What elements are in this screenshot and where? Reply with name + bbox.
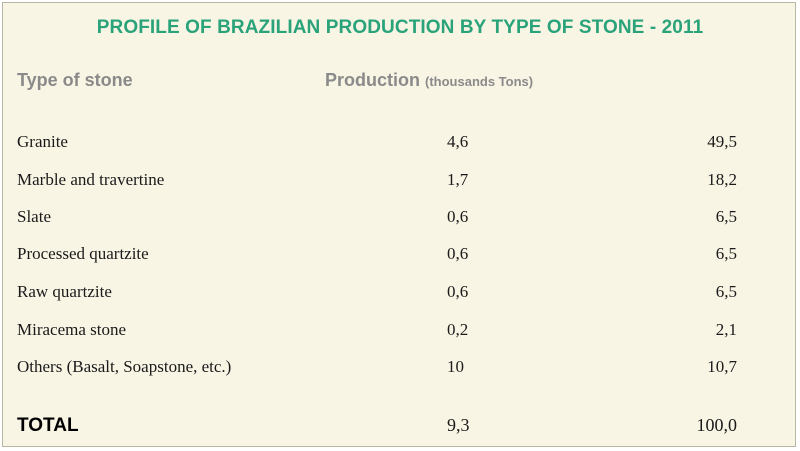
row-value-2: 6,5 xyxy=(715,244,737,263)
table-title: PROFILE OF BRAZILIAN PRODUCTION BY TYPE … xyxy=(96,17,704,38)
table-row-slate: Slate 0,6 6,5 xyxy=(3,207,797,233)
row-value-1: 0,6 xyxy=(447,207,469,226)
row-value-1: 0,6 xyxy=(447,282,469,301)
total-label: TOTAL xyxy=(17,415,79,436)
row-value-1: 10 xyxy=(447,357,464,376)
table-row-raw-quartzite: Raw quartzite 0,6 6,5 xyxy=(3,282,797,308)
header-production-label: Production xyxy=(325,70,420,90)
row-name: Raw quartzite xyxy=(17,282,112,301)
row-name: Marble and travertine xyxy=(17,170,165,189)
row-value-2: 6,5 xyxy=(715,282,737,301)
header-production-unit: (thousands Tons) xyxy=(425,74,534,89)
table-row-others: Others (Basalt, Soapstone, etc.) 10 10,7 xyxy=(3,357,797,383)
row-value-2: 18,2 xyxy=(707,170,737,189)
row-value-1: 1,7 xyxy=(447,170,469,189)
table-row-granite: Granite 4,6 49,5 xyxy=(3,132,797,158)
row-value-2: 10,7 xyxy=(707,357,737,376)
row-name: Slate xyxy=(17,207,51,226)
row-name: Others (Basalt, Soapstone, etc.) xyxy=(17,357,232,376)
row-name: Processed quartzite xyxy=(17,244,149,263)
total-value-1: 9,3 xyxy=(447,415,470,435)
total-value-2: 100,0 xyxy=(696,415,738,435)
row-name: Miracema stone xyxy=(17,320,127,339)
row-value-1: 0,2 xyxy=(447,320,469,339)
table-row-total: TOTAL 9,3 100,0 xyxy=(3,415,797,441)
row-name: Granite xyxy=(17,132,68,151)
table-row-miracema-stone: Miracema stone 0,2 2,1 xyxy=(3,320,797,346)
row-value-2: 6,5 xyxy=(715,207,737,226)
header-type-of-stone: Type of stone xyxy=(17,70,133,90)
production-table-panel: PROFILE OF BRAZILIAN PRODUCTION BY TYPE … xyxy=(2,2,796,447)
row-value-2: 49,5 xyxy=(707,132,737,151)
header-production: Production (thousands Tons) xyxy=(325,70,533,91)
row-value-2: 2,1 xyxy=(715,320,737,339)
table-row-processed-quartzite: Processed quartzite 0,6 6,5 xyxy=(3,244,797,270)
table-row-marble: Marble and travertine 1,7 18,2 xyxy=(3,170,797,196)
row-value-1: 0,6 xyxy=(447,244,469,263)
row-value-1: 4,6 xyxy=(447,132,469,151)
